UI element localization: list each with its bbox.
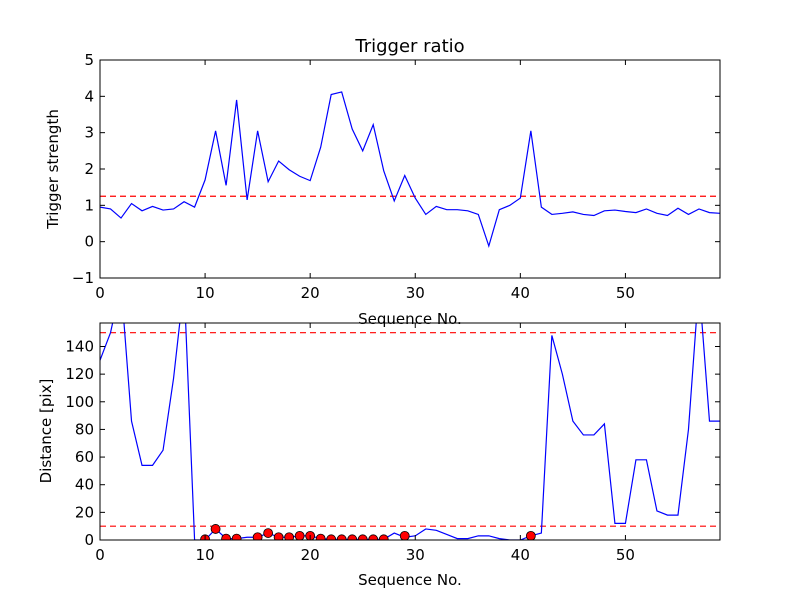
y-tick-label: 3: [84, 124, 94, 142]
x-axis-label: Sequence No.: [358, 571, 462, 589]
data-marker: [326, 534, 337, 540]
x-tick-label: 50: [616, 284, 635, 302]
data-marker: [357, 534, 368, 540]
trigger-plot-frame: [99, 59, 721, 279]
x-tick-label: 10: [196, 546, 215, 564]
series-line: [100, 91, 720, 249]
trigger-plot-area: [100, 91, 720, 249]
x-tick-label: 40: [511, 546, 530, 564]
distance-plot-area: [100, 323, 720, 540]
x-tick-label: 0: [95, 546, 105, 564]
x-tick-label: 10: [196, 284, 215, 302]
x-tick-label: 20: [301, 546, 320, 564]
data-marker: [252, 532, 263, 540]
data-marker: [231, 533, 242, 540]
x-axis-label: Sequence No.: [358, 310, 462, 328]
data-marker: [399, 530, 410, 540]
y-tick-label: −1: [72, 269, 94, 287]
y-axis-label: Trigger strength: [44, 109, 62, 230]
y-tick-label: 4: [84, 87, 94, 105]
y-tick-label: 1: [84, 196, 94, 214]
distance-axis-ticks: 0 10 20 30 40 50 0 20 40 60 80 100 120 140: [65, 323, 720, 564]
data-marker: [336, 534, 347, 540]
chart-title: Trigger ratio: [354, 36, 464, 57]
x-tick-label: 50: [616, 546, 635, 564]
y-tick-label: 0: [84, 233, 94, 251]
y-tick-label: 40: [75, 476, 94, 494]
distance-panel: 0 10 20 30 40 50 0 20 40 60 80 100 120 140 Sequence N…: [37, 322, 721, 589]
y-tick-label: 100: [65, 393, 94, 411]
x-tick-label: 0: [95, 284, 105, 302]
data-marker: [294, 530, 305, 540]
series-line: [100, 323, 720, 540]
data-marker: [368, 534, 379, 540]
x-tick-label: 20: [301, 284, 320, 302]
y-tick-label: 5: [84, 51, 94, 69]
y-tick-label: 0: [84, 531, 94, 549]
y-tick-label: 60: [75, 448, 94, 466]
clipped-content: [100, 323, 720, 540]
data-marker: [378, 534, 389, 540]
x-tick-label: 30: [406, 284, 425, 302]
y-tick-label: 140: [65, 337, 94, 355]
x-tick-label: 40: [511, 284, 530, 302]
y-tick-label: 80: [75, 420, 94, 438]
data-marker: [315, 533, 326, 540]
data-marker: [221, 533, 232, 540]
data-marker: [284, 532, 295, 540]
y-tick-label: 120: [65, 365, 94, 383]
x-tick-label: 30: [406, 546, 425, 564]
y-tick-label: 2: [84, 160, 94, 178]
distance-plot-frame: [99, 322, 721, 541]
clipped-content: [100, 91, 720, 249]
data-marker: [263, 528, 274, 538]
data-marker: [210, 524, 221, 534]
data-marker: [273, 532, 284, 540]
data-marker: [525, 530, 536, 540]
data-marker: [347, 534, 358, 540]
y-tick-label: 20: [75, 503, 94, 521]
y-axis-label: Distance [pix]: [37, 379, 55, 484]
